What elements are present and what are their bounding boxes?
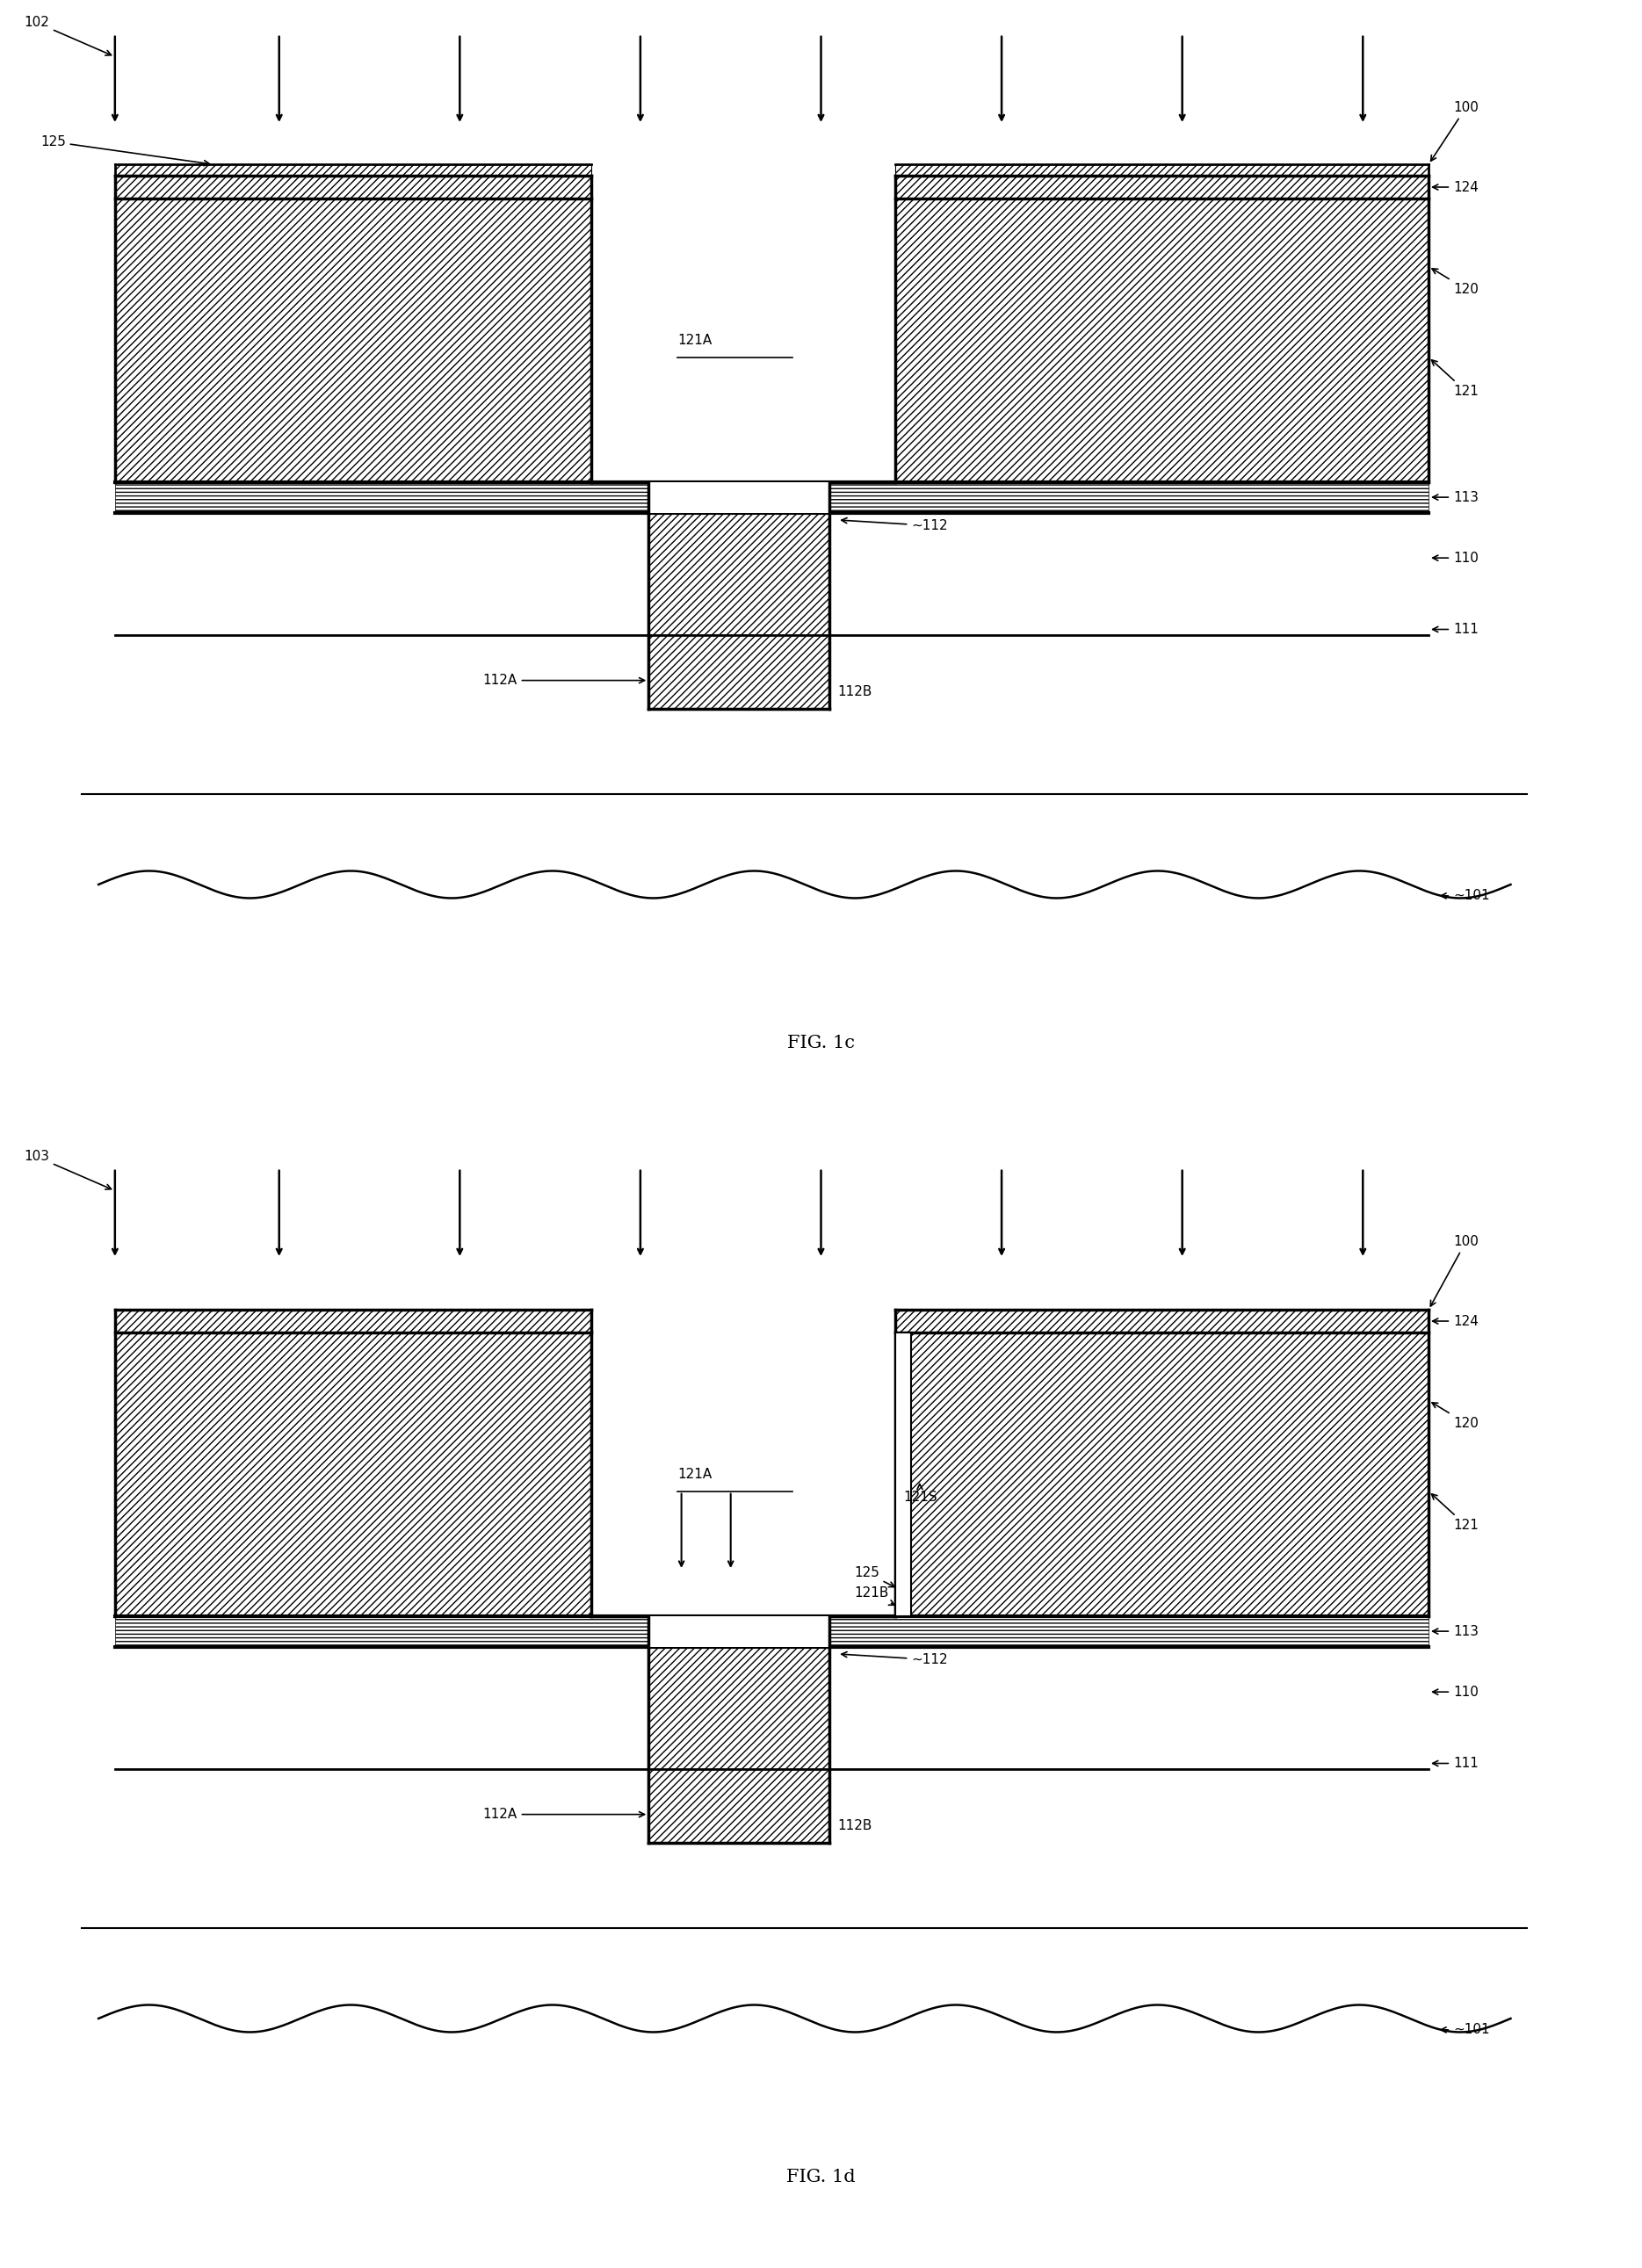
Bar: [649, 1615, 829, 1647]
Text: 102: 102: [25, 16, 112, 54]
Bar: [115, 513, 1429, 635]
Text: 121B: 121B: [854, 1588, 895, 1606]
Text: 124: 124: [1432, 181, 1478, 193]
Text: 121A: 121A: [678, 333, 713, 347]
Text: ~101: ~101: [1440, 889, 1489, 903]
Bar: [115, 1334, 591, 1615]
Bar: [591, 175, 895, 483]
Text: 110: 110: [1432, 551, 1478, 565]
Bar: [649, 513, 829, 708]
Text: 100: 100: [1430, 1236, 1478, 1306]
Bar: [591, 1309, 895, 1615]
Text: FIG. 1d: FIG. 1d: [787, 2168, 855, 2186]
Text: 103: 103: [23, 1150, 112, 1188]
Text: 125: 125: [41, 136, 210, 166]
Text: 110: 110: [1432, 1685, 1478, 1699]
Text: 111: 111: [1432, 1758, 1478, 1769]
Bar: [895, 1309, 1429, 1331]
Text: 121S: 121S: [903, 1483, 938, 1504]
Bar: [649, 481, 829, 513]
Bar: [115, 1309, 591, 1331]
Bar: [895, 175, 1429, 200]
Bar: [115, 200, 591, 483]
Text: FIG. 1c: FIG. 1c: [787, 1034, 855, 1052]
Text: 125: 125: [854, 1567, 895, 1588]
Text: 121: 121: [1432, 1495, 1478, 1531]
Text: 124: 124: [1432, 1315, 1478, 1327]
Text: ~101: ~101: [1440, 2023, 1489, 2037]
Text: 120: 120: [1432, 268, 1478, 295]
Bar: [895, 166, 1429, 175]
Text: 113: 113: [1432, 1624, 1479, 1637]
Bar: [895, 1334, 911, 1615]
Bar: [895, 200, 1429, 483]
Text: 100: 100: [1430, 102, 1478, 161]
Text: 112B: 112B: [837, 685, 872, 699]
Text: 112A: 112A: [483, 1808, 645, 1821]
Bar: [115, 481, 1429, 513]
Bar: [115, 1615, 1429, 1647]
Bar: [115, 175, 591, 200]
Text: 112B: 112B: [837, 1819, 872, 1833]
Text: 111: 111: [1432, 624, 1478, 635]
Text: ~112: ~112: [841, 1651, 947, 1667]
Text: 121A: 121A: [678, 1467, 713, 1481]
Text: 120: 120: [1432, 1402, 1478, 1429]
Text: 113: 113: [1432, 490, 1479, 503]
Text: 112A: 112A: [483, 674, 645, 687]
Bar: [115, 1647, 1429, 1769]
Bar: [895, 1334, 1429, 1615]
Bar: [115, 166, 591, 175]
Text: ~112: ~112: [841, 517, 947, 533]
Text: 121: 121: [1432, 361, 1478, 397]
Bar: [649, 1647, 829, 1842]
